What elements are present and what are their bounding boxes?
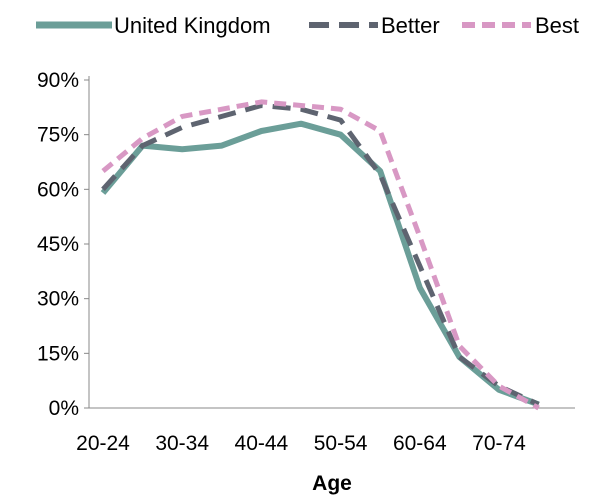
- y-tick-label: 90%: [37, 69, 79, 92]
- legend-item: Best: [462, 13, 579, 38]
- y-tick-label: 0%: [49, 397, 79, 420]
- x-tick-label: 30-34: [155, 432, 209, 455]
- legend-item: Better: [309, 13, 440, 38]
- legend-item: United Kingdom: [36, 13, 271, 38]
- legend-label: United Kingdom: [114, 13, 271, 38]
- x-tick-label: 50-54: [314, 432, 368, 455]
- x-tick-label: 70-74: [472, 432, 526, 455]
- y-tick-label: 15%: [37, 342, 79, 365]
- series-line-better: [101, 103, 540, 407]
- x-tick-label: 20-24: [76, 432, 130, 455]
- y-tick-label: 30%: [37, 288, 79, 311]
- x-tick-label: 40-44: [235, 432, 289, 455]
- x-tick-label: 60-64: [393, 432, 447, 455]
- y-tick-label: 75%: [37, 124, 79, 147]
- legend: United Kingdom Better Best: [36, 13, 579, 38]
- legend-label: Better: [381, 13, 440, 38]
- y-tick-label: 45%: [37, 233, 79, 256]
- y-axis: 0% 15% 30% 45% 60% 75% 90%: [37, 69, 90, 420]
- series-layer: [100, 99, 540, 411]
- legend-label: Best: [535, 13, 579, 38]
- series-line-best: [101, 99, 540, 411]
- y-tick-label: 60%: [37, 178, 79, 201]
- x-axis-title: Age: [312, 472, 352, 495]
- x-axis: 20-24 30-34 40-44 50-54 60-64 70-74: [76, 407, 575, 455]
